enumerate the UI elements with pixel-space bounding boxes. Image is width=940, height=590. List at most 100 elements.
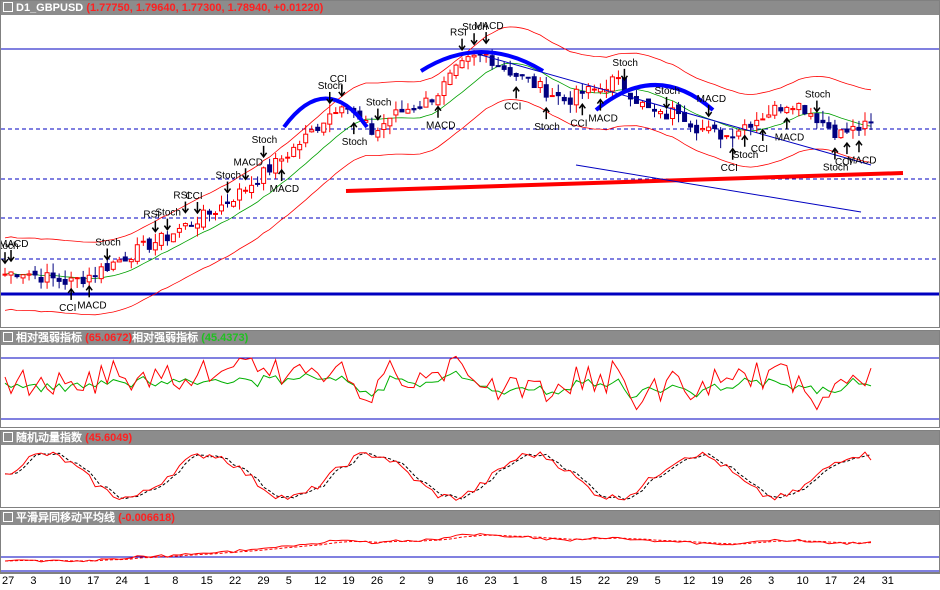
time-tick-label: 3 bbox=[30, 575, 37, 587]
signal-annotation: Stoch bbox=[655, 86, 681, 110]
candle-body bbox=[766, 114, 772, 118]
indicator-main-line bbox=[4, 451, 872, 501]
upper-channel-line bbox=[480, 54, 872, 166]
candle-body bbox=[736, 130, 742, 137]
candle-body bbox=[423, 97, 429, 108]
candle-body bbox=[393, 109, 399, 116]
candle-body bbox=[291, 146, 297, 157]
candle-body bbox=[832, 124, 838, 139]
candle-body bbox=[249, 184, 255, 194]
panel-icon bbox=[3, 512, 13, 522]
symbol-label: D1_GBPUSD bbox=[16, 2, 84, 14]
candle-body bbox=[20, 274, 26, 279]
rsi-header: 相对强弱指标 (65.0672)相对强弱指标 (45.4373) bbox=[1, 331, 939, 345]
time-tick-label: 10 bbox=[58, 575, 71, 587]
annotation-label: RSI bbox=[450, 28, 467, 39]
annotation-label: MACD bbox=[697, 94, 726, 105]
candle-body bbox=[754, 119, 760, 127]
arrow-down-icon bbox=[241, 174, 250, 181]
candle-body bbox=[561, 96, 567, 102]
time-tick-label: 15 bbox=[569, 575, 582, 587]
time-tick-label: 26 bbox=[370, 575, 384, 587]
ohlc-values: (1.77750, 1.79640, 1.77300, 1.78940, +0.… bbox=[86, 2, 324, 14]
signal-annotation: Stoch bbox=[95, 238, 121, 261]
candle-body bbox=[465, 56, 471, 62]
indicator-main-line bbox=[4, 355, 872, 411]
annotation-label: CCI bbox=[835, 157, 852, 168]
signal-annotation: Stoch bbox=[1, 241, 19, 265]
arrow-down-icon bbox=[374, 115, 382, 121]
time-tick-label: 19 bbox=[711, 575, 724, 587]
signal-annotation: MACD bbox=[588, 98, 618, 125]
signal-annotation: Stoch bbox=[342, 121, 367, 148]
time-tick-label: 16 bbox=[456, 575, 469, 587]
candle-body bbox=[814, 113, 820, 124]
candle-body bbox=[495, 65, 501, 68]
arrow-up-icon bbox=[512, 86, 520, 92]
candle-body bbox=[519, 74, 525, 77]
candle-body bbox=[718, 129, 724, 140]
candle-body bbox=[441, 81, 447, 97]
annotation-label: Stoch bbox=[155, 208, 181, 219]
time-tick-label: 12 bbox=[314, 575, 327, 587]
signal-annotation: MACD bbox=[426, 105, 455, 132]
macd-title: 平滑异同移动平均线 bbox=[16, 512, 115, 524]
signal-annotation: Stoch bbox=[612, 58, 638, 82]
annotation-label: CCI bbox=[330, 74, 347, 85]
candle-body bbox=[760, 118, 766, 121]
time-tick-label: 9 bbox=[427, 575, 434, 587]
rsi-panel: 相对强弱指标 (65.0672)相对强弱指标 (45.4373) bbox=[0, 330, 940, 428]
arrow-up-icon bbox=[350, 121, 358, 128]
arrow-down-icon bbox=[482, 38, 490, 45]
candle-body bbox=[219, 204, 224, 212]
candle-body bbox=[700, 127, 706, 131]
candle-body bbox=[585, 86, 591, 94]
annotation-label: Stoch bbox=[823, 163, 849, 174]
candle-body bbox=[200, 209, 206, 228]
arrow-up-icon bbox=[596, 98, 604, 105]
arrow-up-icon bbox=[855, 140, 863, 146]
candle-body bbox=[146, 238, 152, 250]
candle-body bbox=[591, 88, 597, 91]
candle-body bbox=[682, 111, 688, 122]
arrow-up-icon bbox=[542, 106, 550, 113]
candle-body bbox=[435, 95, 441, 106]
signal-annotation: CCI bbox=[59, 287, 76, 314]
arrow-up-icon bbox=[67, 287, 75, 294]
time-tick-label: 3 bbox=[768, 575, 775, 587]
candle-body bbox=[231, 201, 237, 207]
signal-annotation: MACD bbox=[234, 157, 263, 181]
signal-annotation: CCI bbox=[185, 191, 203, 215]
candle-body bbox=[50, 272, 56, 279]
candle-body bbox=[639, 101, 645, 108]
arrow-down-icon bbox=[458, 45, 466, 51]
candle-body bbox=[453, 64, 459, 76]
time-tick-label: 31 bbox=[881, 575, 894, 587]
arrow-down-icon bbox=[223, 188, 232, 194]
signal-annotation: Stoch bbox=[366, 98, 392, 121]
candle-body bbox=[116, 259, 122, 263]
candle-body bbox=[513, 73, 519, 77]
indicator-main-line bbox=[4, 533, 872, 563]
annotation-label: MACD bbox=[775, 132, 804, 143]
candle-body bbox=[477, 53, 483, 56]
candle-body bbox=[417, 106, 423, 109]
annotation-label: Stoch bbox=[366, 98, 392, 109]
arrow-down-icon bbox=[181, 208, 190, 214]
candle-body bbox=[182, 223, 188, 227]
candle-body bbox=[32, 270, 38, 276]
candle-body bbox=[694, 124, 700, 134]
indicator-signal-line bbox=[4, 370, 872, 399]
annotation-label: Stoch bbox=[655, 86, 681, 97]
annotation-label: Stoch bbox=[612, 58, 638, 69]
candle-body bbox=[387, 117, 393, 127]
candle-body bbox=[152, 242, 158, 251]
arrow-up-icon bbox=[278, 168, 286, 175]
stoch-title: 随机动量指数 bbox=[16, 432, 82, 444]
candle-body bbox=[62, 278, 68, 285]
panel-icon bbox=[3, 432, 13, 442]
candle-body bbox=[784, 106, 790, 114]
rsi-value: (65.0672) bbox=[85, 332, 133, 344]
arrow-up-icon bbox=[783, 117, 791, 123]
candle-body bbox=[128, 259, 134, 263]
